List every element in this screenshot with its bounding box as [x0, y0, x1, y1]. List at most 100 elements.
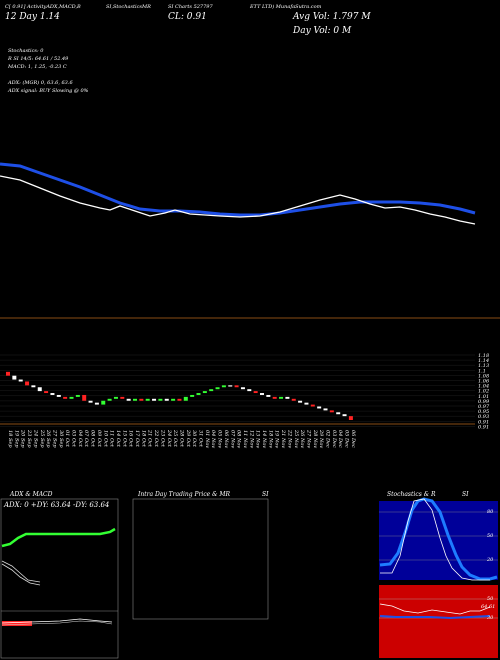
header-close: CL: 0.91 — [168, 12, 207, 22]
rsi-tick-50: 50 — [487, 596, 494, 602]
candle — [164, 398, 169, 401]
price-tick-label: 1.18 — [478, 353, 489, 359]
candle — [126, 398, 131, 401]
rsi-smooth-line — [379, 615, 491, 620]
price-tick-label: 0.97 — [478, 404, 490, 410]
adx-signal-readout: ADX signal: BUY Slowing @ 0% — [8, 88, 89, 94]
candle — [323, 408, 328, 411]
candle — [221, 385, 226, 388]
date-tick-label: 26 Sep — [45, 429, 51, 448]
price-tick-label: 0.91 — [478, 419, 489, 425]
date-tick-label: 12 Nov — [248, 430, 254, 448]
candle — [196, 393, 201, 395]
candle — [298, 400, 303, 403]
candle — [342, 414, 347, 417]
date-tick-label: 02 Dec — [325, 430, 331, 448]
candle — [177, 398, 182, 401]
candle — [6, 371, 10, 376]
date-tick-label: 23 Sep — [26, 429, 32, 448]
date-tick-label: 18 Oct — [140, 430, 146, 448]
stoch-panel-title: Stochastics & R — [387, 491, 436, 498]
date-tick-label: 11 Nov — [242, 430, 248, 448]
date-tick-label: 03 Dec — [331, 430, 337, 448]
date-tick-label: 25 Oct — [172, 429, 178, 448]
candle — [260, 393, 264, 395]
date-tick-label: 25 Sep — [39, 429, 45, 448]
date-tick-label: 17 Oct — [134, 430, 140, 448]
candle — [253, 391, 258, 394]
date-tick-label: 06 Nov — [223, 430, 229, 448]
date-tick-label: 22 Oct — [153, 429, 159, 448]
rsi-value: 64.61 — [481, 604, 496, 610]
stoch-panel-si: SI — [462, 491, 469, 498]
date-tick-label: 15 Oct — [121, 430, 127, 448]
intraday-panel-title: Intra Day Trading Price & MR — [138, 491, 231, 498]
blue-ma-line — [0, 162, 476, 217]
candle — [348, 416, 353, 420]
adx-values: ADX: 0 +DY: 63.64 -DY: 63.64 — [4, 501, 110, 509]
date-tick-label: 24 Oct — [166, 429, 172, 448]
candle — [317, 406, 322, 409]
price-tick-label: 0.95 — [478, 409, 489, 415]
rsi-line — [379, 603, 491, 615]
price-tick-label: 0.91 — [478, 424, 489, 430]
candle — [75, 394, 80, 397]
candle — [101, 400, 106, 405]
candle — [304, 402, 309, 405]
price-tick-label: 0.99 — [478, 399, 490, 405]
adx-minus-line-2 — [1, 563, 41, 586]
date-tick-label: 06 Dec — [350, 430, 356, 448]
candle — [228, 385, 233, 387]
date-tick-label: 07 Nov — [229, 430, 235, 448]
candlestick-chart: 1.181.141.131.11.081.061.041.021.010.990… — [0, 353, 490, 448]
date-tick-label: 14 Nov — [261, 430, 267, 448]
adx-readout: ADX: (MGR) 0, 63.6, 63.6 — [8, 80, 73, 86]
date-tick-label: 16 Oct — [128, 430, 134, 448]
macd-readout: MACD: 1, 1.25, -0.23 C — [8, 64, 67, 70]
header-company: ETT LTD) MunafaSutra.com — [250, 4, 322, 10]
stoch-tick-80: 80 — [487, 509, 494, 515]
avg-volume: Avg Vol: 1.797 M — [293, 12, 371, 22]
date-tick-label: 26 Nov — [299, 429, 305, 448]
date-tick-label: 03 Oct — [71, 430, 77, 448]
candle — [139, 398, 144, 401]
candle — [336, 412, 341, 415]
date-tick-label: 19 Sep — [13, 430, 19, 448]
date-tick-label: 04 Nov — [210, 430, 216, 448]
candle — [82, 394, 87, 401]
date-tick-label: 04 Oct — [77, 430, 83, 448]
price-tick-label: 1.1 — [478, 368, 486, 374]
candle — [94, 402, 99, 405]
price-tick-label: 1.02 — [478, 389, 489, 395]
date-tick-label: 05 Nov — [217, 430, 223, 448]
candle — [240, 387, 245, 390]
date-tick-label: 07 Oct — [83, 430, 89, 448]
candle — [63, 396, 68, 399]
candle — [18, 379, 23, 382]
date-tick-label: 27 Sep — [51, 429, 57, 448]
adx-minus-line — [1, 560, 41, 583]
day-volume: Day Vol: 0 M — [293, 26, 352, 36]
moving-average-chart — [0, 162, 500, 319]
candle — [209, 389, 214, 392]
candle — [31, 385, 36, 388]
price-tick-label: 0.93 — [478, 414, 489, 420]
candle — [247, 389, 252, 392]
candle — [145, 398, 150, 401]
header-chart-id: SI Charts 527797 — [168, 4, 213, 10]
candle — [56, 394, 61, 397]
candle — [266, 394, 271, 397]
candle — [50, 393, 55, 395]
date-tick-label: 30 Sep — [58, 430, 64, 448]
date-tick-label: 01 Nov — [204, 430, 210, 448]
intraday-panel-si: SI — [262, 491, 269, 498]
stoch-tick-20: 20 — [487, 557, 494, 563]
date-tick-label: 13 Nov — [255, 430, 261, 448]
date-tick-label: 21 Nov — [280, 429, 286, 448]
stoch-d-line — [380, 498, 490, 581]
header-ticker: C[ 0.91] ActivityADX,MACD,B — [5, 4, 81, 10]
candle — [107, 398, 112, 401]
candle — [88, 400, 93, 403]
date-tick-label: 28 Nov — [312, 429, 318, 448]
